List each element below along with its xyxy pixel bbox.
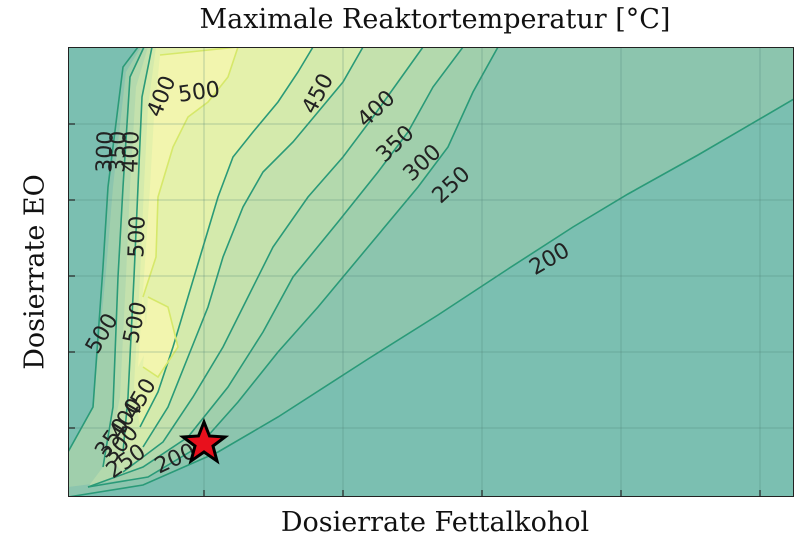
contour-band-450: [134, 47, 313, 427]
contour-line-500-lower: [142, 296, 179, 379]
contour-line-300: [87, 47, 464, 488]
contour-label: 400: [118, 130, 144, 173]
chart-title: Maximale Reaktortemperatur [°C]: [199, 4, 671, 35]
contour-band-500: [138, 47, 238, 367]
contour-line-250: [87, 47, 499, 488]
y-axis-label: Dosierrate EO: [19, 174, 51, 370]
contour-line-200: [68, 98, 794, 497]
contour-label: 300: [92, 130, 118, 173]
contour-plot: 500 400 450 400 350 300 250 300 350 400 …: [68, 47, 794, 497]
x-axis-label: Dosierrate Fettalkohol: [280, 507, 590, 538]
contour-line-left-edge-3: [122, 47, 153, 453]
contour-line-left-edge: [68, 47, 139, 453]
contour-label: 350: [105, 130, 131, 173]
contour-line-400: [142, 47, 364, 448]
operating-point-star-marker: [178, 417, 230, 465]
contour-line-left-edge-2: [102, 47, 145, 468]
contour-line-500: [142, 47, 239, 298]
contour-label: 500: [177, 77, 222, 108]
contour-line-350: [122, 47, 424, 473]
contour-label: 500: [124, 215, 150, 258]
